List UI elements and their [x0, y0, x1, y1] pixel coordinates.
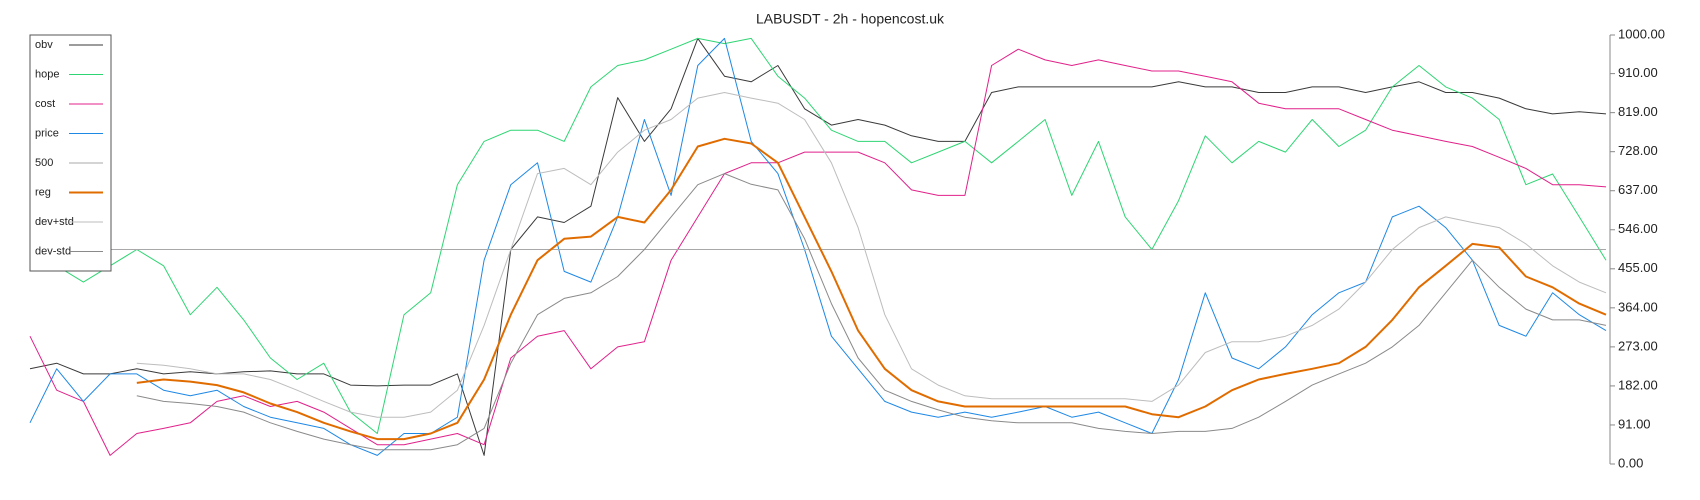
y-tick-label: 910.00 — [1618, 65, 1658, 80]
legend-label: price — [35, 127, 59, 139]
legend: obv hope cost price 500 reg dev+std dev-std — [29, 34, 112, 272]
y-tick-label: 728.00 — [1618, 143, 1658, 158]
y-tick-label: 273.00 — [1618, 338, 1658, 353]
legend-label: dev-std — [35, 245, 71, 257]
y-tick-label: 364.00 — [1618, 299, 1658, 314]
legend-label: dev+std — [35, 216, 74, 228]
legend-label: obv — [35, 39, 53, 51]
y-tick-label: 819.00 — [1618, 104, 1658, 119]
series-line — [29, 37, 1607, 456]
legend-label: reg — [35, 186, 51, 198]
series-line — [29, 37, 1607, 456]
series-line — [136, 173, 1607, 451]
series-line — [136, 137, 1607, 441]
y-tick-label: 1000.00 — [1618, 26, 1665, 41]
legend-label: cost — [35, 98, 55, 110]
y-tick-label: 637.00 — [1618, 182, 1658, 197]
y-tick-label: 0.00 — [1618, 455, 1643, 470]
y-tick-label: 182.00 — [1618, 377, 1658, 392]
series-line — [29, 48, 1607, 456]
y-tick-label: 546.00 — [1618, 221, 1658, 236]
chart-title: LABUSDT - 2h - hopencost.uk — [756, 11, 945, 27]
legend-label: hope — [35, 68, 59, 80]
series-line — [136, 92, 1607, 418]
legend-label: 500 — [35, 157, 53, 169]
y-tick-label: 91.00 — [1618, 416, 1651, 431]
y-tick-label: 455.00 — [1618, 260, 1658, 275]
series-line — [29, 37, 1607, 434]
